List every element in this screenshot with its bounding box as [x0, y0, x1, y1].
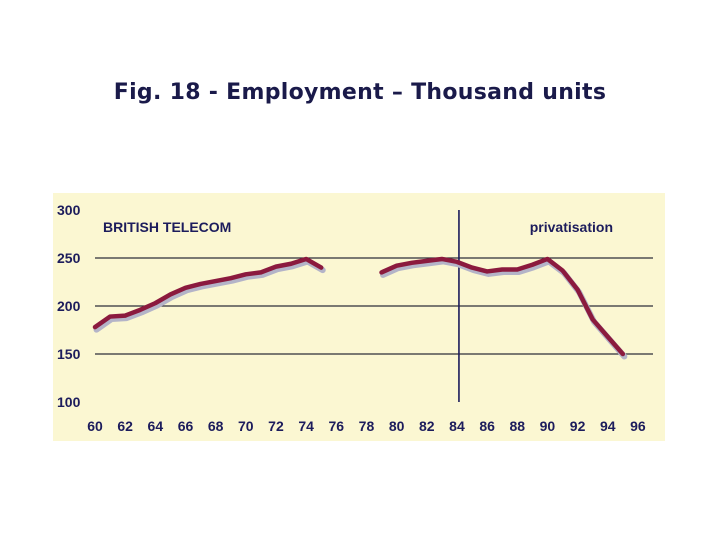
- x-tick-label-86: 86: [479, 418, 495, 434]
- x-tick-label-62: 62: [117, 418, 133, 434]
- x-tick-label-72: 72: [268, 418, 284, 434]
- annotation-privatisation: privatisation: [530, 219, 613, 235]
- x-tick-label-96: 96: [630, 418, 646, 434]
- series-shadow-1: [93, 258, 326, 333]
- x-tick-label-74: 74: [298, 418, 314, 434]
- x-tick-label-76: 76: [329, 418, 345, 434]
- y-tick-label-300: 300: [57, 202, 81, 218]
- y-tick-label-250: 250: [57, 250, 81, 266]
- chart-title: Fig. 18 - Employment – Thousand units: [113, 80, 607, 105]
- x-tick-label-60: 60: [87, 418, 103, 434]
- y-tick-label-150: 150: [57, 346, 81, 362]
- x-tick-label-80: 80: [389, 418, 405, 434]
- x-tick-label-70: 70: [238, 418, 254, 434]
- x-tick-label-94: 94: [600, 418, 616, 434]
- series-line-2: [379, 256, 626, 357]
- x-tick-label-68: 68: [208, 418, 224, 434]
- annotation-british-telecom: BRITISH TELECOM: [103, 219, 231, 235]
- chart-panel: [53, 193, 665, 441]
- x-tick-label-66: 66: [178, 418, 194, 434]
- y-tick-label-200: 200: [57, 298, 81, 314]
- x-tick-label-90: 90: [540, 418, 556, 434]
- series-line-1: [92, 256, 324, 330]
- x-tick-label-82: 82: [419, 418, 435, 434]
- x-tick-label-78: 78: [359, 418, 375, 434]
- x-tick-label-64: 64: [148, 418, 164, 434]
- x-tick-label-84: 84: [449, 418, 465, 434]
- x-tick-label-92: 92: [570, 418, 586, 434]
- y-tick-label-100: 100: [57, 394, 81, 410]
- x-tick-label-88: 88: [509, 418, 525, 434]
